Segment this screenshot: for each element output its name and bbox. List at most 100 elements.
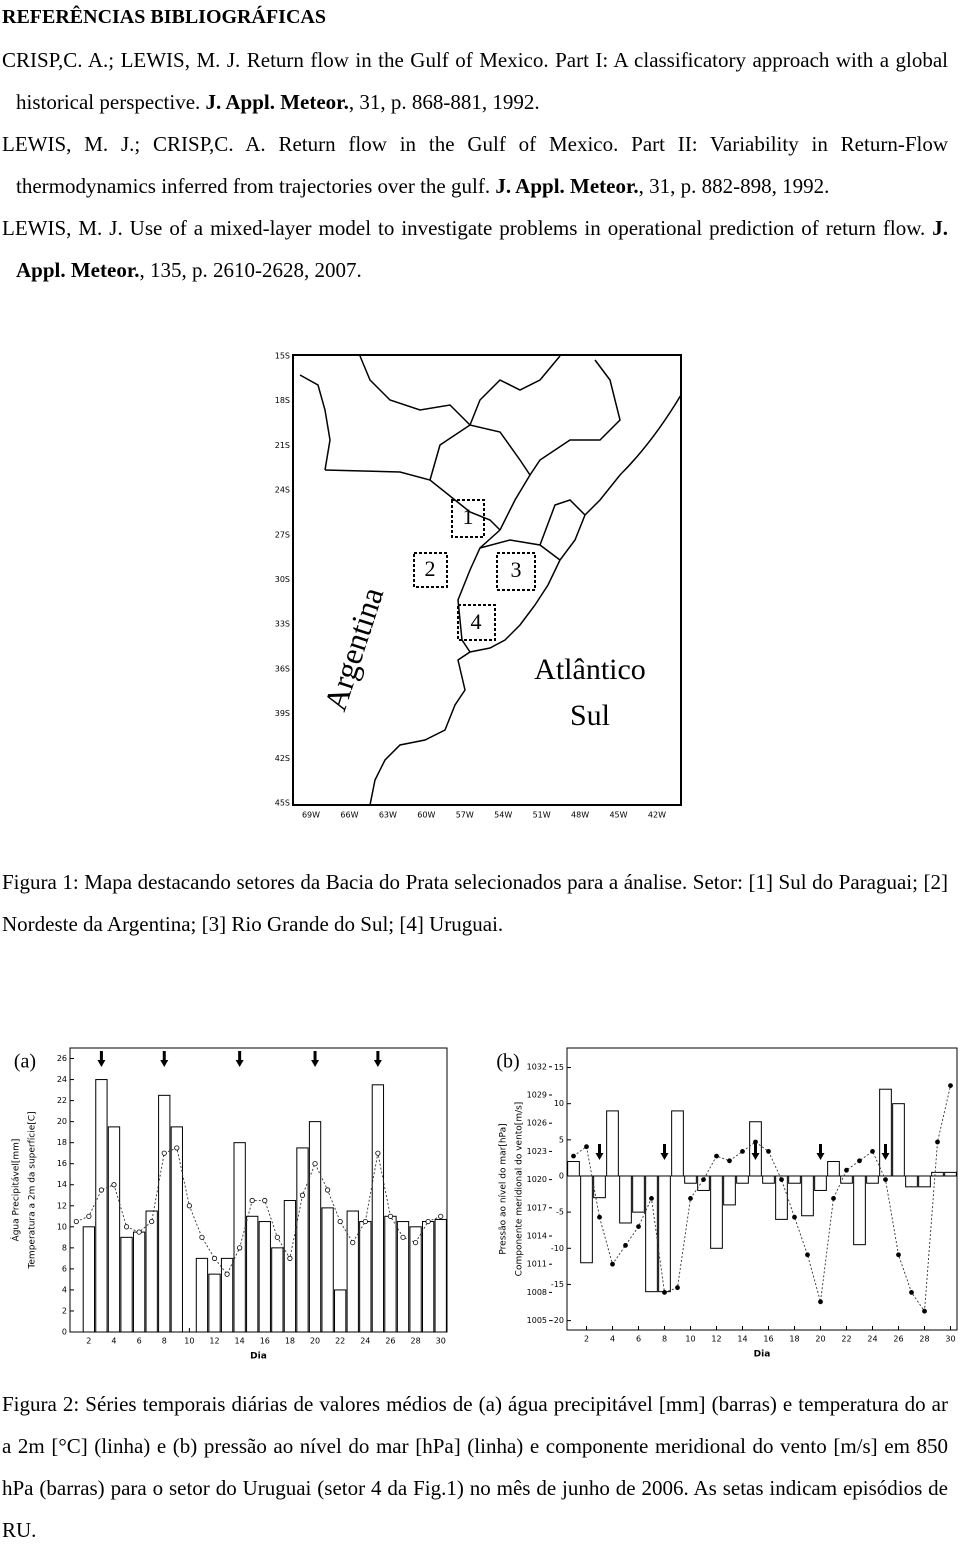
- y2-tick-label: 1011: [527, 1260, 547, 1269]
- y2-tick-label: 1032: [527, 1062, 547, 1071]
- ocean-label: Sul: [570, 699, 610, 732]
- bar: [918, 1175, 931, 1188]
- line-marker: [299, 1192, 306, 1198]
- arrow-head: [595, 1152, 604, 1160]
- arrow-head: [816, 1152, 825, 1160]
- line-marker: [237, 1245, 243, 1251]
- y2-tick-label: 1014: [527, 1232, 547, 1241]
- panel-label: (a): [14, 1051, 36, 1073]
- line-marker: [350, 1239, 356, 1246]
- arrow-head: [881, 1152, 890, 1160]
- y-tick-label: 8: [62, 1243, 67, 1252]
- longitude-label: 66W: [340, 811, 358, 820]
- sector-label: 2: [425, 556, 436, 581]
- longitude-label: 63W: [379, 811, 397, 820]
- y-tick-label: -5: [556, 1208, 564, 1217]
- reference-journal: J. Appl. Meteor.: [205, 90, 349, 114]
- line-marker: [779, 1177, 784, 1183]
- bar: [208, 1273, 221, 1333]
- bar: [132, 1231, 146, 1333]
- bar: [580, 1175, 593, 1264]
- x-tick-label: 2: [86, 1337, 91, 1346]
- y-tick-label: 16: [57, 1159, 67, 1168]
- line-marker: [870, 1149, 875, 1154]
- y-axis-label: Água Precipitável[mm]: [10, 1139, 22, 1242]
- arrow: [97, 1051, 106, 1067]
- references-title: REFERÊNCIAS BIBLIOGRÁFICAS: [2, 6, 326, 28]
- x-tick-label: 18: [285, 1337, 295, 1346]
- bar: [775, 1175, 788, 1220]
- y-tick-label: 0: [62, 1328, 67, 1337]
- line-marker: [922, 1308, 927, 1314]
- line-marker: [387, 1213, 394, 1219]
- bar: [619, 1175, 632, 1224]
- sector-label: 1: [463, 504, 474, 529]
- arrow-head: [97, 1060, 106, 1067]
- line-marker: [149, 1218, 155, 1225]
- line-marker: [400, 1234, 406, 1240]
- y-tick-label: 10: [554, 1099, 564, 1108]
- reference-list: CRISP,C. A.; LEWIS, M. J. Return flow in…: [2, 39, 948, 291]
- bar: [82, 1226, 96, 1333]
- line-marker: [199, 1234, 205, 1240]
- reference: LEWIS, M. J. Use of a mixed-layer model …: [2, 207, 948, 291]
- bar: [736, 1175, 749, 1184]
- x-tick-label: 14: [235, 1337, 245, 1346]
- bar: [321, 1207, 334, 1333]
- x-tick-label: 28: [919, 1335, 929, 1344]
- arrow: [816, 1143, 825, 1160]
- x-tick-label: 22: [335, 1337, 345, 1346]
- bar: [258, 1221, 271, 1333]
- line-marker: [883, 1177, 888, 1183]
- x-tick-label: 2: [584, 1335, 589, 1344]
- line-marker: [211, 1255, 218, 1261]
- x-tick-label: 24: [360, 1337, 370, 1346]
- line-marker: [186, 1203, 192, 1209]
- bar: [334, 1289, 347, 1333]
- x-tick-label: 8: [162, 1337, 167, 1346]
- reference-details: , 31, p. 882-898, 1992.: [638, 174, 830, 198]
- y2-tick-label: 1023: [527, 1147, 547, 1156]
- line-marker: [948, 1083, 953, 1088]
- latitude-label: 42S: [275, 754, 290, 763]
- bar: [814, 1175, 827, 1191]
- figure-2: (a) Água Precipitável[mm] Temperatura a 2m…: [10, 1047, 958, 1362]
- longitude-label: 42W: [648, 811, 666, 820]
- y-tick-label: 10: [57, 1222, 67, 1231]
- x-tick-label: 26: [893, 1335, 903, 1344]
- bar: [371, 1084, 385, 1333]
- reference-text: LEWIS, M. J.; CRISP,C. A. Return flow in…: [2, 132, 948, 198]
- y-tick-label: -10: [551, 1244, 564, 1253]
- bar: [853, 1175, 866, 1246]
- y-tick-label: 4: [62, 1285, 67, 1294]
- x-tick-label: 20: [815, 1335, 825, 1344]
- longitude-label: 45W: [609, 811, 627, 820]
- line-marker: [662, 1289, 667, 1295]
- bar: [220, 1257, 234, 1333]
- reference: CRISP,C. A.; LEWIS, M. J. Return flow in…: [2, 39, 948, 123]
- latitude-label: 39S: [275, 709, 290, 718]
- bar: [671, 1110, 684, 1177]
- x-tick-label: 4: [610, 1335, 615, 1344]
- plot-frame: [69, 1047, 448, 1333]
- arrow-head: [373, 1060, 382, 1067]
- latitude-label: 30S: [275, 575, 290, 584]
- x-tick-label: 24: [867, 1335, 877, 1344]
- line-marker: [636, 1224, 641, 1230]
- x-axis-label: Dia: [250, 1352, 267, 1362]
- line-marker: [98, 1187, 105, 1193]
- bar: [246, 1215, 259, 1333]
- x-tick-label: 28: [410, 1337, 420, 1346]
- bar: [606, 1110, 619, 1177]
- latitude-label: 27S: [275, 530, 290, 539]
- line-marker: [909, 1289, 914, 1295]
- bar: [233, 1142, 246, 1333]
- line-marker: [86, 1213, 92, 1219]
- bar: [827, 1161, 840, 1177]
- chart: (b) Pressão ao nível do mar[hPa] Component…: [496, 1047, 958, 1360]
- x-tick-label: 6: [636, 1335, 641, 1344]
- latitude-label: 21S: [275, 441, 290, 450]
- line-marker: [896, 1252, 901, 1258]
